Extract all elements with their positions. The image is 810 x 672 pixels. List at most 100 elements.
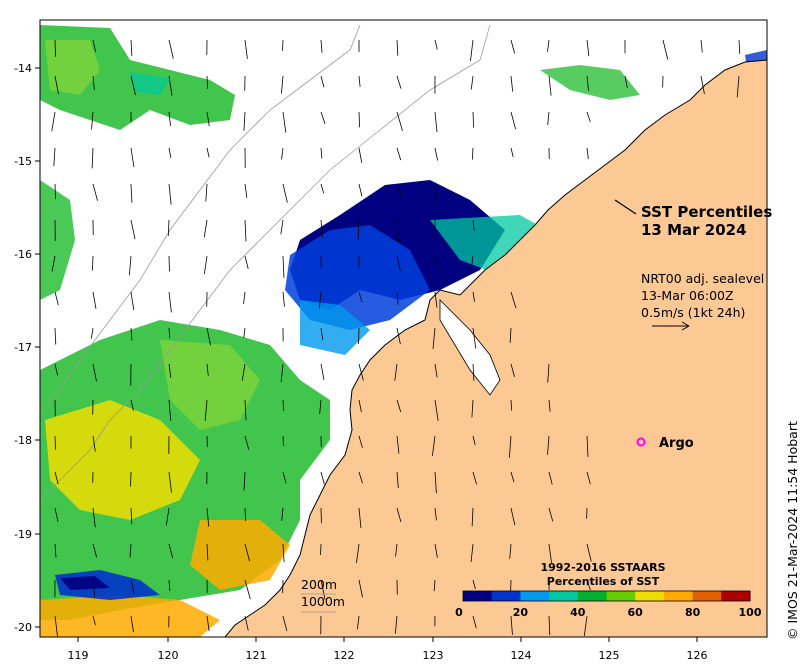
colorbar-segment — [491, 591, 521, 601]
current-arrow — [206, 111, 210, 127]
current-arrow — [206, 327, 211, 346]
current-arrow — [396, 75, 402, 89]
colorbar-segment — [463, 591, 493, 601]
current-arrow — [356, 615, 360, 630]
current-arrow — [472, 111, 475, 128]
current-arrow — [357, 219, 360, 241]
current-arrow — [320, 39, 323, 53]
current-arrow — [548, 543, 552, 563]
current-arrow — [319, 399, 322, 414]
current-arrow — [54, 507, 59, 522]
lat-tick-label: -16 — [14, 248, 32, 261]
current-arrow — [130, 615, 134, 633]
current-arrow — [320, 327, 324, 341]
current-arrow — [431, 435, 436, 456]
current-arrow — [90, 327, 94, 339]
current-scale-arrow — [652, 321, 690, 331]
sst-patch-west — [40, 180, 75, 300]
current-arrow — [396, 39, 399, 56]
colorbar-segment — [606, 591, 636, 601]
current-arrow — [358, 363, 364, 381]
colorbar-segment — [692, 591, 722, 601]
current-arrow — [434, 183, 437, 199]
sst-patch-south-yellow — [45, 400, 200, 520]
current-arrow — [472, 471, 477, 485]
current-arrow — [508, 435, 512, 458]
current-arrow — [736, 75, 740, 98]
current-arrow — [434, 39, 438, 50]
current-arrow — [318, 291, 322, 309]
lat-tick-label: -14 — [14, 62, 32, 75]
current-arrow — [92, 543, 98, 558]
current-arrow — [509, 543, 512, 559]
current-arrow — [92, 183, 98, 201]
current-arrow — [244, 435, 250, 450]
lat-tick-label: -15 — [14, 155, 32, 168]
current-arrow — [203, 219, 208, 238]
lon-tick-label: 120 — [158, 649, 179, 662]
colorbar-title-line2: Percentiles of SST — [547, 575, 660, 588]
colorbar-title-line1: 1992-2016 SSTAARS — [540, 561, 665, 574]
current-arrow — [168, 147, 172, 158]
current-arrow — [396, 435, 400, 454]
current-arrow — [396, 219, 399, 242]
current-arrow — [205, 183, 208, 202]
current-arrow — [700, 75, 705, 95]
current-arrow — [471, 399, 474, 418]
current-arrow — [54, 75, 59, 95]
current-arrow — [320, 579, 326, 600]
current-arrow — [244, 615, 249, 631]
current-arrow — [358, 111, 361, 128]
current-arrow — [130, 579, 135, 595]
current-arrow — [54, 327, 57, 345]
current-arrow — [92, 435, 96, 452]
current-arrow — [662, 39, 669, 60]
current-arrow — [54, 615, 58, 637]
current-arrow — [244, 219, 247, 242]
sst-patch-north-light — [45, 40, 100, 95]
current-arrow — [54, 543, 57, 558]
current-arrow — [92, 291, 97, 309]
current-arrow — [54, 183, 56, 199]
current-arrow — [206, 615, 210, 632]
current-arrow — [168, 579, 171, 591]
current-arrow — [51, 111, 56, 132]
current-arrow — [472, 327, 477, 349]
current-arrow — [206, 507, 210, 527]
current-arrow — [510, 291, 517, 309]
current-arrow — [168, 111, 171, 127]
current-arrow — [586, 111, 591, 123]
current-arrow — [396, 255, 401, 271]
credit-text: © IMOS 21-Mar-2024 11:54 Hobart — [785, 421, 800, 640]
depth-contour-1000m — [40, 24, 361, 411]
current-arrow — [394, 363, 398, 381]
current-arrow — [434, 111, 438, 133]
current-arrow — [586, 39, 590, 57]
current-arrow — [168, 471, 172, 493]
colorbar-tick-label: 60 — [628, 606, 644, 619]
sst-data-layer — [40, 25, 767, 637]
current-arrow — [206, 543, 209, 561]
lon-tick-label: 124 — [511, 649, 532, 662]
current-arrow — [168, 183, 172, 205]
current-arrow — [396, 471, 399, 489]
colorbar-tick-label: 20 — [513, 606, 529, 619]
current-arrow — [358, 435, 363, 448]
current-arrow — [168, 75, 173, 96]
title-pointer — [614, 199, 637, 215]
current-arrow — [130, 183, 133, 203]
current-arrow — [586, 75, 589, 92]
depth-contour-200m — [40, 24, 491, 501]
current-arrow — [244, 39, 248, 59]
current-arrow — [244, 399, 247, 421]
lat-tick-label: -19 — [14, 528, 32, 541]
current-arrow — [168, 399, 172, 421]
current-arrow — [129, 543, 132, 558]
lon-tick-label: 125 — [599, 649, 620, 662]
current-arrow — [509, 327, 512, 343]
current-arrow — [434, 399, 439, 421]
current-arrow — [586, 471, 591, 485]
current-arrow — [356, 543, 360, 563]
current-arrow — [470, 543, 474, 562]
current-arrow — [396, 399, 402, 413]
